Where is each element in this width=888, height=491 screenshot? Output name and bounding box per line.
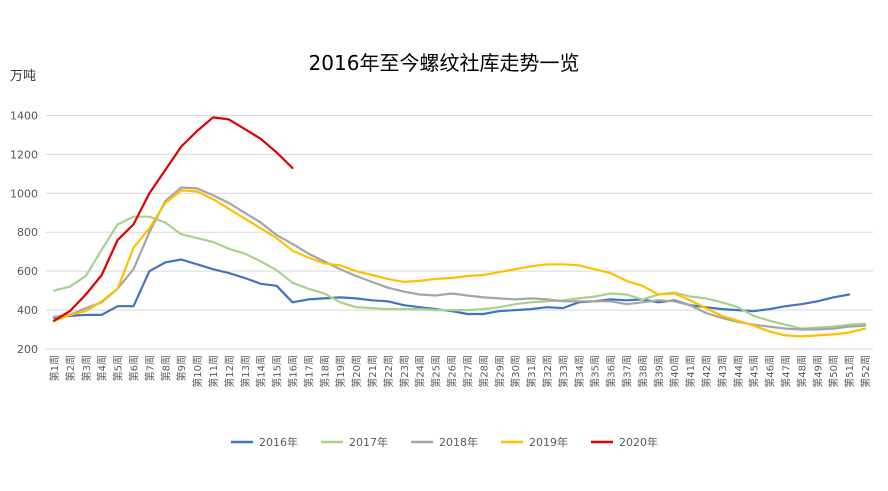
x-tick-label: 第8周: [159, 355, 172, 381]
x-tick-label: 第33周: [557, 355, 570, 388]
x-tick-label: 第42周: [700, 355, 713, 388]
x-tick-label: 第34周: [573, 355, 586, 388]
x-tick-label: 第46周: [764, 355, 777, 388]
x-tick-label: 第10周: [191, 355, 204, 388]
y-tick-label: 600: [17, 265, 38, 278]
y-tick-label: 1000: [10, 187, 38, 200]
legend-label-1: 2017年: [349, 435, 388, 449]
gridlines: [46, 114, 873, 350]
x-tick-label: 第22周: [382, 355, 395, 388]
series-line-1: [52, 215, 867, 330]
x-tick-label: 第17周: [302, 355, 315, 388]
x-tick-label: 第15周: [271, 355, 284, 388]
y-tick-label: 400: [17, 304, 38, 317]
x-tick-label: 第47周: [780, 355, 793, 388]
x-tick-label: 第27周: [461, 355, 474, 388]
x-tick-label: 第48周: [795, 355, 808, 388]
x-tick-label: 第39周: [652, 355, 665, 388]
x-tick-label: 第35周: [589, 355, 602, 388]
x-tick-label: 第9周: [175, 355, 188, 381]
x-tick-label: 第36周: [605, 355, 618, 388]
y-axis-ticks: 200 400 600 800 1000 1200 1400: [10, 109, 38, 356]
x-tick-label: 第40周: [668, 355, 681, 388]
x-tick-label: 第14周: [255, 355, 268, 388]
x-tick-label: 第51周: [843, 355, 856, 388]
x-tick-label: 第31周: [525, 355, 538, 388]
legend-label-0: 2016年: [259, 435, 298, 449]
x-tick-label: 第5周: [112, 355, 125, 381]
x-tick-label: 第1周: [48, 355, 61, 381]
x-tick-label: 第24周: [414, 355, 427, 388]
x-tick-label: 第45周: [748, 355, 761, 388]
x-tick-label: 第4周: [96, 355, 109, 381]
x-tick-label: 第44周: [732, 355, 745, 388]
x-tick-label: 第30周: [509, 355, 522, 388]
x-tick-label: 第11周: [207, 355, 220, 388]
series-lines: [52, 116, 867, 338]
x-axis-ticks: 第1周 第2周 第3周 第4周 第5周 第6周 第7周 第8周 第9周 第10周 第11周 第12周第…: [48, 355, 872, 388]
x-tick-label: 第16周: [287, 355, 300, 388]
x-tick-label: 第28周: [477, 355, 490, 388]
legend-label-3: 2019年: [529, 435, 568, 449]
y-tick-label: 800: [17, 226, 38, 239]
x-tick-label: 第20周: [350, 355, 363, 388]
x-tick-label: 第50周: [827, 355, 840, 388]
x-tick-label: 第38周: [636, 355, 649, 388]
x-tick-label: 第41周: [684, 355, 697, 388]
legend-label-4: 2020年: [619, 435, 658, 449]
x-tick-label: 第3周: [80, 355, 93, 381]
chart-title: 2016年至今螺纹社库走势一览: [309, 51, 580, 75]
legend-label-2: 2018年: [439, 435, 478, 449]
x-tick-label: 第12周: [223, 355, 236, 388]
x-tick-label: 第2周: [64, 355, 77, 381]
x-tick-label: 第49周: [811, 355, 824, 388]
y-tick-label: 1200: [10, 148, 38, 161]
x-tick-label: 第43周: [716, 355, 729, 388]
x-tick-label: 第37周: [620, 355, 633, 388]
x-tick-label: 第32周: [541, 355, 554, 388]
x-tick-label: 第19周: [334, 355, 347, 388]
x-tick-label: 第23周: [398, 355, 411, 388]
series-line-2: [52, 186, 867, 331]
x-tick-label: 第21周: [366, 355, 379, 388]
x-tick-label: 第26周: [446, 355, 459, 388]
x-tick-label: 第6周: [127, 355, 140, 381]
legend: 2016年 2017年 2018年 2019年 2020年: [231, 435, 658, 449]
x-tick-label: 第29周: [493, 355, 506, 388]
y-tick-label: 200: [17, 343, 38, 356]
y-axis-unit-label: 万吨: [10, 69, 36, 84]
series-line-3: [52, 189, 867, 338]
x-tick-label: 第25周: [430, 355, 443, 388]
y-tick-label: 1400: [10, 109, 38, 122]
x-tick-label: 第13周: [239, 355, 252, 388]
x-tick-label: 第18周: [318, 355, 331, 388]
x-tick-label: 第7周: [143, 355, 156, 381]
series-line-4: [52, 116, 294, 322]
x-tick-label: 第52周: [859, 355, 872, 388]
